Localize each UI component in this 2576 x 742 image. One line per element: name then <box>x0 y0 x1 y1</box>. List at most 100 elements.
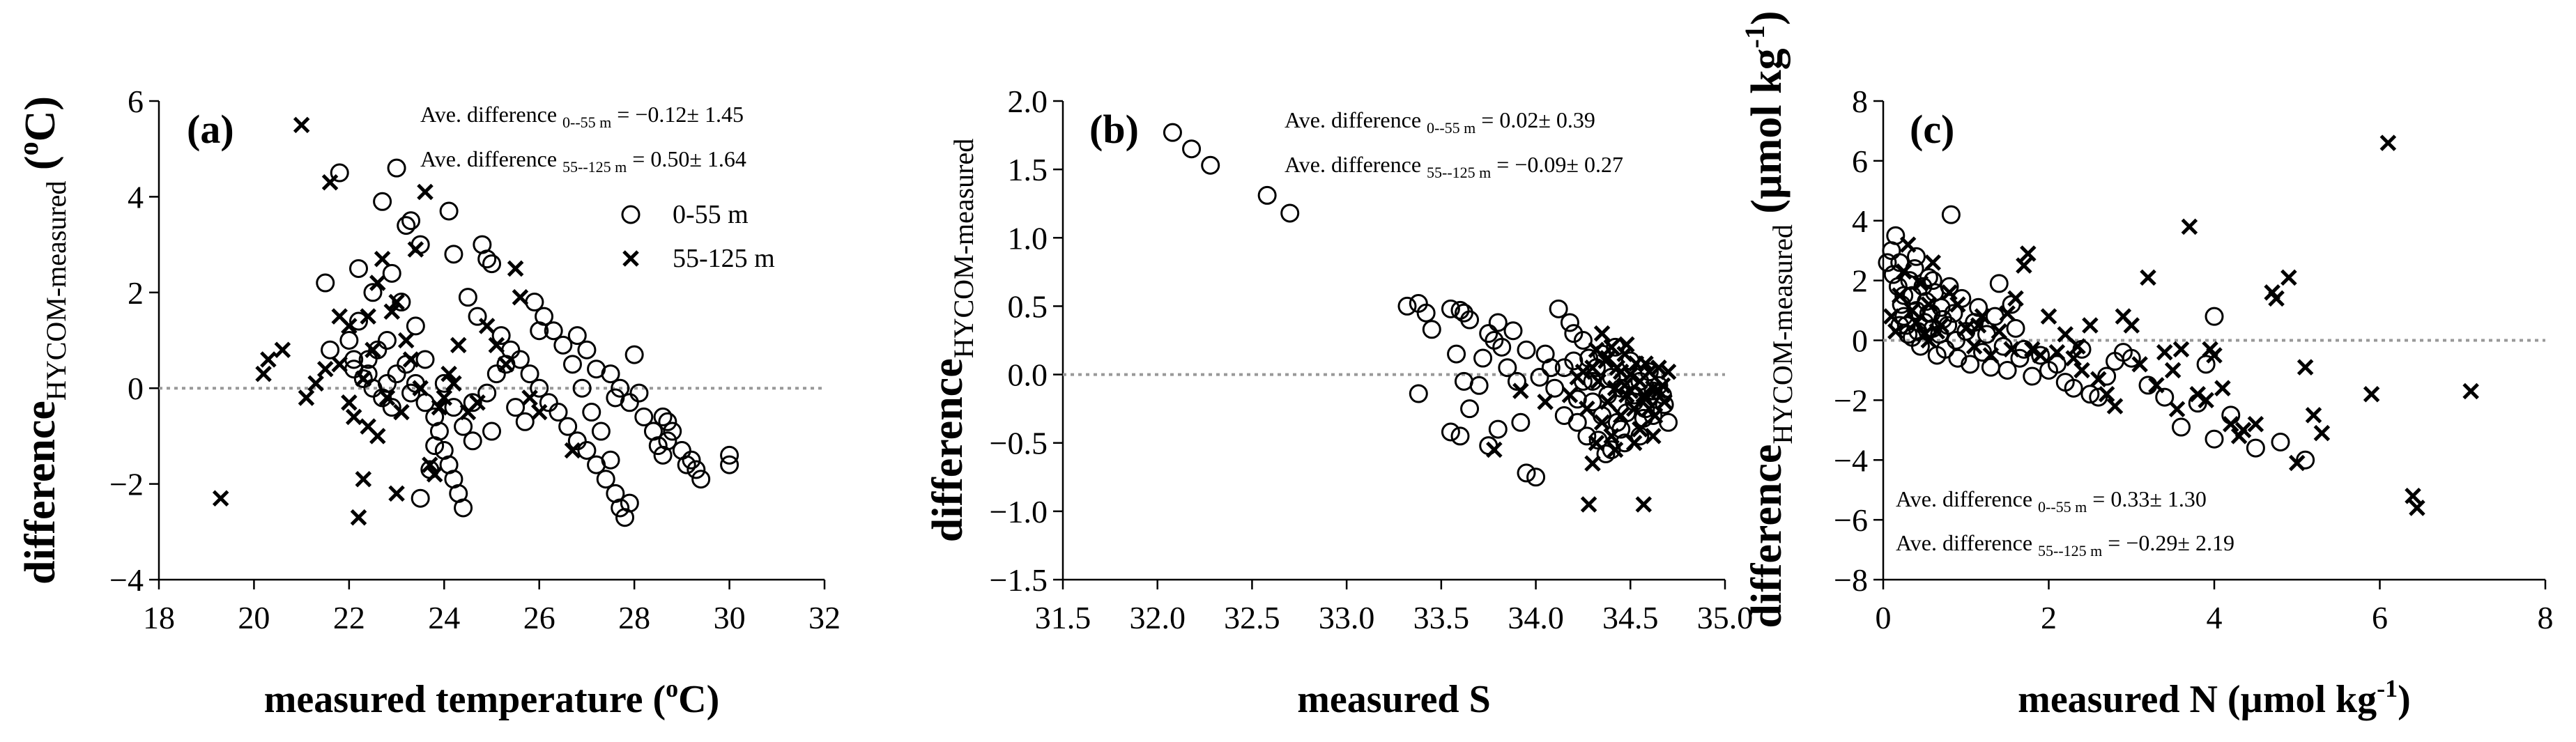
x-marker <box>2148 377 2165 394</box>
x-marker <box>436 389 453 406</box>
x-marker <box>507 260 524 277</box>
x-marker <box>1659 363 1677 380</box>
x-marker <box>2214 380 2231 396</box>
x-marker <box>2069 338 2086 355</box>
panel-label: (a) <box>187 107 234 152</box>
series-deep <box>1486 325 1677 513</box>
x-marker <box>1949 296 1966 313</box>
x-marker <box>1612 363 1630 380</box>
x-marker <box>1941 284 1958 301</box>
x-marker <box>1924 254 1942 271</box>
circle-marker <box>562 355 582 374</box>
y-tick-label: 0 <box>1852 323 1868 359</box>
x-marker <box>293 116 310 134</box>
y-tick-label: 0 <box>128 371 144 406</box>
y-tick-label: −1.5 <box>990 562 1048 598</box>
circle-marker <box>1488 313 1508 332</box>
circle-marker <box>377 373 397 393</box>
x-marker <box>2016 257 2032 274</box>
x-marker <box>440 365 457 382</box>
x-marker <box>1584 455 1601 472</box>
x-marker <box>341 394 358 411</box>
circle-marker <box>601 364 620 384</box>
x-tick-label: 0 <box>1876 600 1892 635</box>
circle-marker <box>1503 321 1523 341</box>
circle-marker <box>1257 185 1277 205</box>
x-marker <box>2234 422 2252 439</box>
circle-marker <box>406 316 425 336</box>
y-tick-label: −0.5 <box>990 426 1048 461</box>
y-axis-label: differenceHYCOM-measured (µmol kg-1) <box>1739 10 1798 628</box>
circle-marker <box>1422 320 1441 339</box>
y-tick-label: −2 <box>1834 382 1868 418</box>
x-marker <box>388 485 405 502</box>
circle-marker <box>658 431 677 451</box>
x-tick-label: 22 <box>333 600 365 635</box>
x-marker <box>1656 394 1673 410</box>
circle-marker <box>591 422 611 441</box>
circle-marker <box>1530 367 1549 387</box>
circle-marker <box>1450 426 1470 446</box>
y-tick-label: −4 <box>1834 442 1868 478</box>
panel-label: (b) <box>1089 107 1139 152</box>
x-marker <box>383 303 401 320</box>
x-marker <box>1895 263 1912 280</box>
x-tick-label: 28 <box>618 600 650 635</box>
x-marker <box>1650 382 1667 399</box>
circle-marker <box>444 245 463 264</box>
average-difference-annotation: Ave. difference 0--55 m = −0.12± 1.45 <box>420 102 744 131</box>
circle-marker <box>373 192 392 211</box>
y-tick-label: 1.5 <box>1008 152 1048 187</box>
x-marker <box>1641 400 1658 417</box>
circle-marker <box>720 445 739 465</box>
x-marker <box>298 389 315 406</box>
circle-marker <box>1441 299 1460 318</box>
circle-marker <box>1639 362 1659 382</box>
x-marker <box>407 241 424 258</box>
x-marker <box>1599 394 1616 410</box>
circle-marker <box>525 293 544 312</box>
circle-marker <box>530 321 549 341</box>
panel-label: (c) <box>1910 107 1954 152</box>
x-marker <box>388 293 405 311</box>
x-marker <box>1957 320 1975 337</box>
circle-marker <box>1941 205 1961 224</box>
x-marker <box>1574 363 1592 380</box>
x-marker <box>1593 325 1611 342</box>
circle-marker <box>401 383 421 403</box>
circle-marker <box>1989 274 2009 293</box>
y-tick-label: −1.0 <box>990 494 1048 530</box>
circle-marker <box>1596 444 1616 463</box>
x-marker <box>2007 290 2024 307</box>
x-tick-label: 34.5 <box>1602 600 1659 635</box>
x-marker <box>2297 359 2314 376</box>
circle-marker <box>439 201 459 221</box>
x-marker <box>2140 269 2156 286</box>
x-tick-label: 32.0 <box>1129 600 1186 635</box>
x-tick-label: 32.5 <box>1224 600 1280 635</box>
x-marker <box>397 332 415 349</box>
circle-marker <box>1944 304 1963 323</box>
y-tick-label: 2 <box>128 275 144 311</box>
x-marker <box>212 490 229 507</box>
y-axis-label: differenceHYCOM-measured <box>924 139 979 542</box>
series-shallow <box>1163 123 1678 487</box>
legend-x-icon <box>622 250 639 267</box>
circle-marker <box>1969 297 1988 317</box>
x-marker <box>1635 387 1653 403</box>
circle-marker <box>1517 340 1536 360</box>
x-marker <box>341 318 358 334</box>
circle-marker <box>2064 378 2083 398</box>
circle-marker <box>2172 417 2191 437</box>
circle-marker <box>1447 344 1466 364</box>
series-deep <box>212 116 581 526</box>
circle-marker <box>2221 405 2241 425</box>
x-marker <box>1588 434 1605 451</box>
circle-marker <box>382 263 401 283</box>
x-marker <box>1912 275 1929 292</box>
circle-marker <box>1441 422 1460 442</box>
x-marker <box>355 470 372 488</box>
x-marker <box>1612 407 1630 424</box>
x-marker <box>369 275 386 291</box>
